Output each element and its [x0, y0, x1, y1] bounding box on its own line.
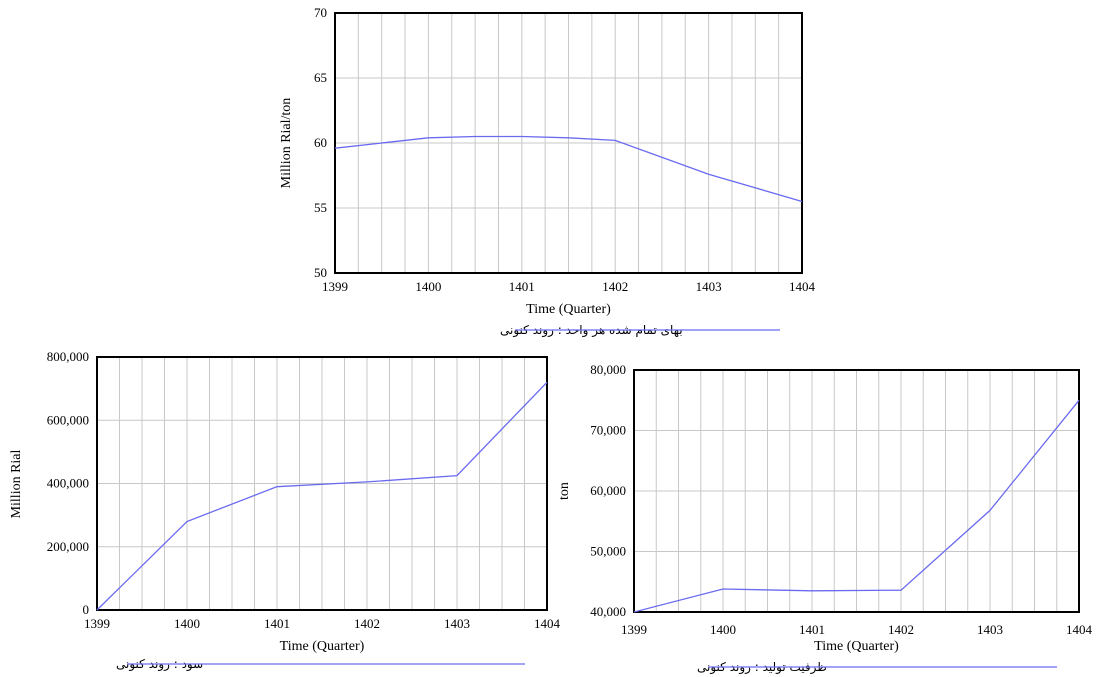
chart-profit-y-ticks: 0 200,000 400,000 600,000 800,000: [47, 349, 89, 617]
chart-profit-y-axis-label: Million Rial: [9, 449, 24, 518]
chart-capacity-y-ticks: 40,000 50,000 60,000 70,000 80,000: [590, 362, 626, 619]
y-tick-label: 800,000: [47, 349, 89, 364]
chart-capacity-series: [633, 399, 1080, 613]
x-tick-label: 1403: [696, 279, 722, 294]
chart-unit-cost: 50 55 60 65 70 1399 1400 1401 1402 1403 1404 Time…: [279, 5, 816, 338]
series-line-unit-cost: [334, 135, 803, 203]
y-tick-label: 60: [314, 135, 327, 150]
chart-profit-frame: [96, 356, 548, 611]
x-tick-label: 1401: [799, 622, 825, 637]
chart-profit-series: [96, 381, 548, 611]
x-tick-label: 1403: [977, 622, 1003, 637]
y-tick-label: 50,000: [590, 544, 626, 559]
series-line-profit: [96, 381, 548, 611]
chart-capacity-legend: ظرفیت تولید : روند کنونی: [697, 660, 1057, 675]
x-tick-label: 1399: [621, 622, 647, 637]
chart-capacity-x-axis-label: Time (Quarter): [814, 639, 899, 654]
y-tick-label: 70,000: [590, 423, 626, 438]
chart-profit-grid: [96, 356, 548, 611]
chart-profit: 0 200,000 400,000 600,000 800,000 1399 1400 14…: [9, 349, 561, 672]
y-tick-label: 40,000: [590, 604, 626, 619]
chart-unit-cost-x-ticks: 1399 1400 1401 1402 1403 1404: [322, 279, 816, 294]
x-tick-label: 1404: [1066, 622, 1093, 637]
x-tick-label: 1402: [354, 616, 380, 631]
x-tick-label: 1401: [509, 279, 535, 294]
y-tick-label: 60,000: [590, 483, 626, 498]
x-tick-label: 1404: [534, 616, 561, 631]
chart-unit-cost-y-ticks: 50 55 60 65 70: [314, 5, 327, 280]
x-tick-label: 1400: [415, 279, 441, 294]
series-line-capacity: [633, 399, 1080, 613]
chart-unit-cost-x-axis-label: Time (Quarter): [526, 302, 611, 317]
x-tick-label: 1402: [602, 279, 628, 294]
y-tick-label: 600,000: [47, 412, 89, 427]
chart-capacity-y-axis-label: ton: [557, 482, 572, 500]
chart-unit-cost-series: [334, 135, 803, 203]
chart-profit-legend: سود : روند کنونی: [116, 657, 525, 672]
x-tick-label: 1401: [264, 616, 290, 631]
chart-capacity-grid: [633, 369, 1080, 613]
x-tick-label: 1402: [888, 622, 914, 637]
y-tick-label: 70: [314, 5, 327, 20]
y-tick-label: 400,000: [47, 476, 89, 491]
y-tick-label: 50: [314, 265, 327, 280]
y-tick-label: 55: [314, 200, 327, 215]
chart-unit-cost-frame: [334, 12, 803, 274]
chart-unit-cost-legend: بهای تمام شده هر واحد : روند کنونی: [500, 323, 780, 338]
chart-unit-cost-grid: [334, 12, 803, 274]
y-tick-label: 200,000: [47, 539, 89, 554]
x-tick-label: 1399: [322, 279, 348, 294]
chart-capacity-x-ticks: 1399 1400 1401 1402 1403 1404: [621, 622, 1093, 637]
x-tick-label: 1404: [789, 279, 816, 294]
y-tick-label: 80,000: [590, 362, 626, 377]
x-tick-label: 1400: [710, 622, 736, 637]
chart-profit-x-axis-label: Time (Quarter): [280, 639, 365, 654]
y-tick-label: 0: [83, 602, 90, 617]
y-tick-label: 65: [314, 70, 327, 85]
x-tick-label: 1403: [444, 616, 470, 631]
chart-capacity-frame: [633, 369, 1080, 613]
chart-profit-x-ticks: 1399 1400 1401 1402 1403 1404: [84, 616, 561, 631]
chart-unit-cost-y-axis-label: Million Rial/ton: [279, 98, 294, 189]
x-tick-label: 1400: [174, 616, 200, 631]
x-tick-label: 1399: [84, 616, 110, 631]
